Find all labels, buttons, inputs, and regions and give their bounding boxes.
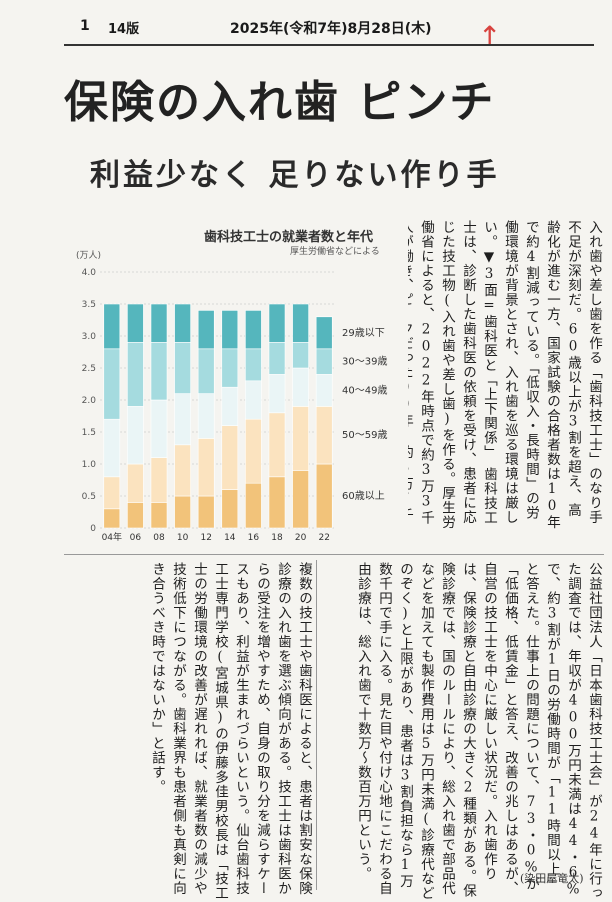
article-column-2: 公益社団法人「日本歯科技工士会」が24年に行った調査では、年収が400万円未満は… — [355, 562, 602, 901]
bar-segment — [245, 380, 262, 420]
bar-segment — [268, 303, 286, 343]
x-tick-label: 10 — [177, 533, 189, 543]
x-tick-label: 16 — [248, 533, 260, 543]
bar-segment — [150, 502, 168, 529]
bar-segment — [174, 342, 191, 394]
x-tick-label: 18 — [271, 533, 283, 543]
legend-label: 30～39歳 — [342, 356, 387, 368]
bar-segment — [197, 438, 215, 497]
column-divider — [316, 560, 317, 890]
bar-segment — [150, 457, 168, 503]
bar-segment — [268, 374, 286, 414]
bar-segment — [221, 489, 239, 529]
bar-segment — [315, 374, 333, 407]
bar-segment — [127, 303, 144, 343]
bar-segment — [127, 463, 144, 503]
y-tick-label: 1.5 — [82, 428, 96, 438]
bar-segment — [127, 502, 144, 529]
y-tick-label: 4.0 — [82, 268, 97, 278]
byline: (染田屋竜太) — [520, 872, 584, 885]
x-tick-label: 12 — [200, 533, 211, 543]
bar-segment — [174, 495, 191, 529]
bar-segment — [245, 348, 262, 382]
y-tick-label: 2.0 — [82, 396, 97, 406]
bar-segment — [292, 303, 309, 343]
y-tick-label: 0.5 — [82, 492, 96, 502]
bar-segment — [197, 348, 215, 394]
x-tick-label: 14 — [224, 533, 236, 543]
x-tick-label: 22 — [318, 533, 329, 543]
legend-label: 50～59歳 — [342, 429, 387, 441]
bar-segment — [150, 342, 168, 401]
bar-segment — [268, 412, 286, 478]
section-divider — [64, 554, 604, 555]
bar-segment — [245, 418, 262, 484]
bar-segment — [103, 508, 121, 529]
y-tick-label: 2.5 — [82, 364, 96, 374]
bar-segment — [245, 482, 262, 529]
bar-segment — [103, 303, 121, 350]
red-pen-mark-icon: ↑ — [478, 20, 502, 53]
y-tick-label: 3.5 — [82, 300, 96, 310]
masthead-rule — [64, 44, 594, 46]
y-tick-label: 3.0 — [82, 332, 97, 342]
bar-segment — [221, 425, 239, 490]
bar-segment — [174, 303, 191, 343]
article-column-3: 複数の技工士や歯科医によると、患者は割安な保険診療の入れ歯を選ぶ傾向がある。技工… — [149, 562, 312, 901]
bar-segment — [150, 303, 168, 343]
bar-segment — [127, 406, 144, 465]
bar-segment — [197, 393, 215, 439]
masthead: 1 14版 2025年(令和7年)8月28日(木) — [80, 18, 480, 38]
x-tick-label: 08 — [153, 533, 165, 543]
chart-container: (万人) 4.0 3.5 3.0 2.5 2.0 1.5 1.0 0.5 0 04年 06 08 10 12… — [64, 220, 404, 550]
edition-label: 14版 — [108, 22, 140, 37]
y-tick-label: 0 — [90, 524, 96, 534]
bar-segment — [221, 310, 239, 350]
issue-date: 2025年(令和7年)8月28日(木) — [230, 21, 432, 37]
chart-source: 厚生労働省などによる — [290, 247, 380, 257]
y-tick-label: 1.0 — [82, 460, 97, 470]
headline: 保険の入れ歯 ピンチ — [64, 77, 496, 128]
x-tick-label: 04年 — [102, 531, 122, 543]
legend-label: 29歳以下 — [342, 327, 385, 339]
bar-segment — [197, 310, 215, 350]
chart-title: 歯科技工士の就業者数と年代 — [204, 230, 374, 245]
bar-segment — [103, 418, 121, 478]
bar-segment — [292, 367, 309, 407]
legend-label: 60歳以上 — [342, 490, 385, 502]
legend-label: 40～49歳 — [342, 384, 387, 396]
bar-segment — [174, 393, 191, 446]
y-unit-label: (万人) — [76, 250, 101, 261]
bar-segment — [292, 406, 309, 471]
bar-segment — [197, 495, 215, 529]
bar-segment — [268, 476, 286, 529]
bar-segment — [103, 476, 121, 510]
bar-segment — [103, 348, 121, 420]
bar-segment — [127, 342, 144, 407]
x-tick-label: 20 — [295, 533, 307, 543]
bar-segment — [315, 348, 333, 375]
bar-segment — [315, 463, 333, 529]
article-column-1: 入れ歯や差し歯を作る「歯科技工士」のなり手不足が深刻だ。60歳以上が3割を超え、… — [408, 220, 602, 530]
bar-segment — [150, 399, 168, 458]
bar-segment — [315, 316, 333, 350]
page-number: 1 — [80, 18, 90, 34]
bar-segment — [315, 406, 333, 465]
bar-segment — [174, 444, 191, 497]
subheadline: 利益少なく 足りない作り手 — [90, 158, 500, 193]
bar-segment — [292, 470, 309, 529]
chart: (万人) 4.0 3.5 3.0 2.5 2.0 1.5 1.0 0.5 0 04年 06 08 10 12… — [76, 250, 387, 543]
bar-segment — [221, 386, 239, 426]
bar-segment — [221, 348, 239, 388]
bar-segment — [268, 342, 286, 375]
x-tick-label: 06 — [130, 533, 142, 543]
bar-segment — [245, 310, 262, 350]
bar-segment — [292, 342, 309, 369]
